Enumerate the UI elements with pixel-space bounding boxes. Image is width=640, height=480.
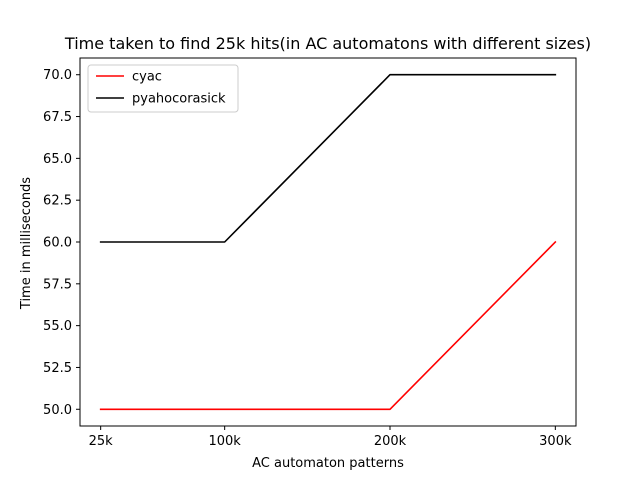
y-tick-label: 65.0 xyxy=(43,152,72,167)
x-tick-label: 200k xyxy=(374,434,407,449)
x-tick-label: 25k xyxy=(89,434,114,449)
y-tick-label: 70.0 xyxy=(43,68,72,83)
x-tick-label: 100k xyxy=(208,434,241,449)
legend-label-pyahocorasick: pyahocorasick xyxy=(132,92,226,107)
y-tick-label: 60.0 xyxy=(43,236,72,251)
chart-title: Time taken to find 25k hits(in AC automa… xyxy=(64,34,591,53)
y-axis-label: Time in milliseconds xyxy=(19,177,34,310)
plot-area: 25k 100k 200k 300k 50.0 52.5 55.0 57.5 60.0 62.5 6… xyxy=(43,57,577,449)
series-line-pyahocorasick xyxy=(99,73,557,243)
y-tick-label: 52.5 xyxy=(43,361,72,376)
x-axis-label: AC automaton patterns xyxy=(252,456,404,471)
legend-label-cyac: cyac xyxy=(132,70,162,85)
y-tick-label: 67.5 xyxy=(43,110,72,125)
y-tick-label: 57.5 xyxy=(43,277,72,292)
series-line-cyac xyxy=(99,240,557,411)
y-tick-label: 62.5 xyxy=(43,194,72,209)
y-tick-label: 50.0 xyxy=(43,403,72,418)
x-tick-label: 300k xyxy=(539,434,572,449)
y-tick-label: 55.0 xyxy=(43,319,72,334)
legend-box xyxy=(87,64,239,113)
